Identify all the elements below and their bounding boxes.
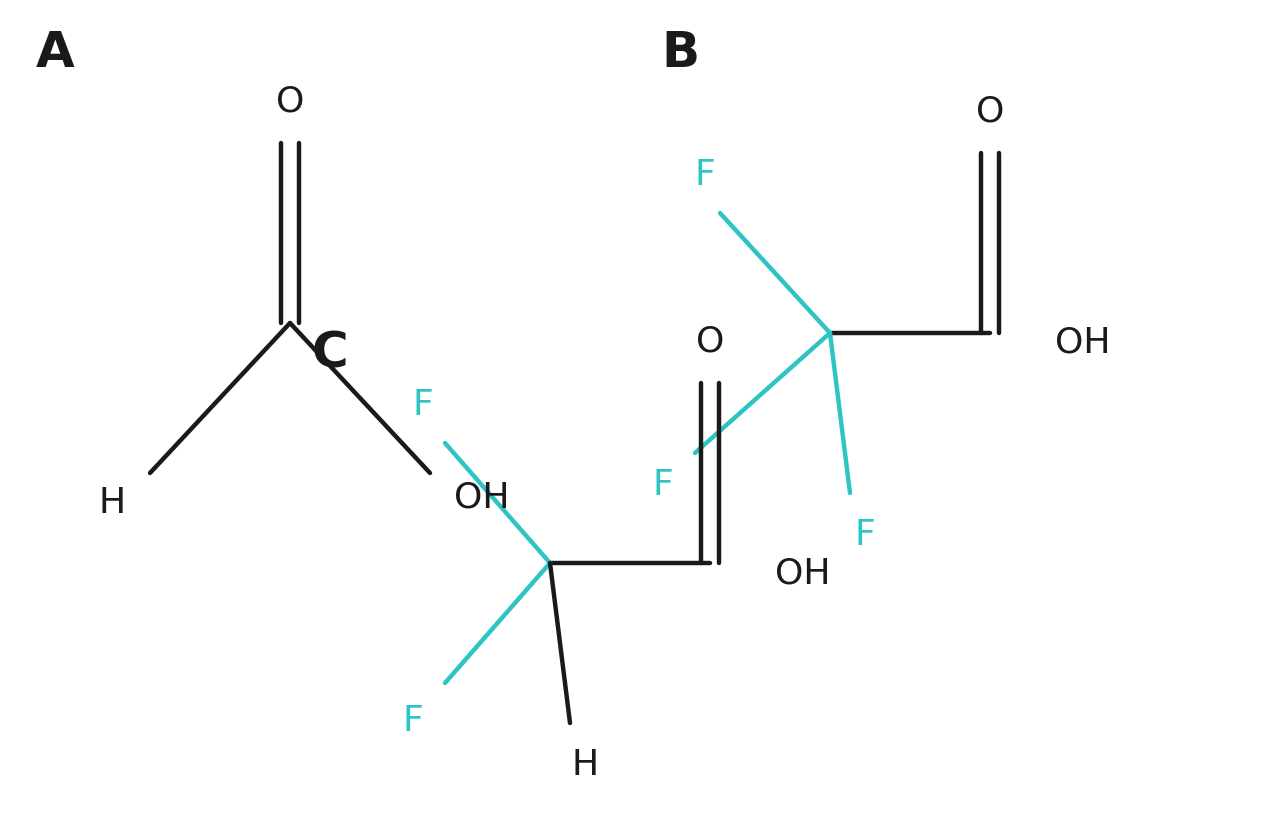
Text: H: H: [99, 486, 125, 520]
Text: F: F: [653, 468, 673, 502]
Text: A: A: [36, 29, 74, 77]
Text: O: O: [975, 94, 1005, 128]
Text: B: B: [660, 29, 699, 77]
Text: F: F: [412, 388, 434, 422]
Text: F: F: [855, 518, 876, 552]
Text: O: O: [275, 84, 305, 118]
Text: F: F: [695, 158, 716, 192]
Text: F: F: [403, 704, 424, 738]
Text: O: O: [696, 324, 724, 358]
Text: OH: OH: [774, 556, 831, 590]
Text: OH: OH: [1055, 326, 1111, 360]
Text: C: C: [311, 329, 348, 377]
Text: OH: OH: [454, 481, 509, 515]
Text: H: H: [571, 748, 599, 782]
